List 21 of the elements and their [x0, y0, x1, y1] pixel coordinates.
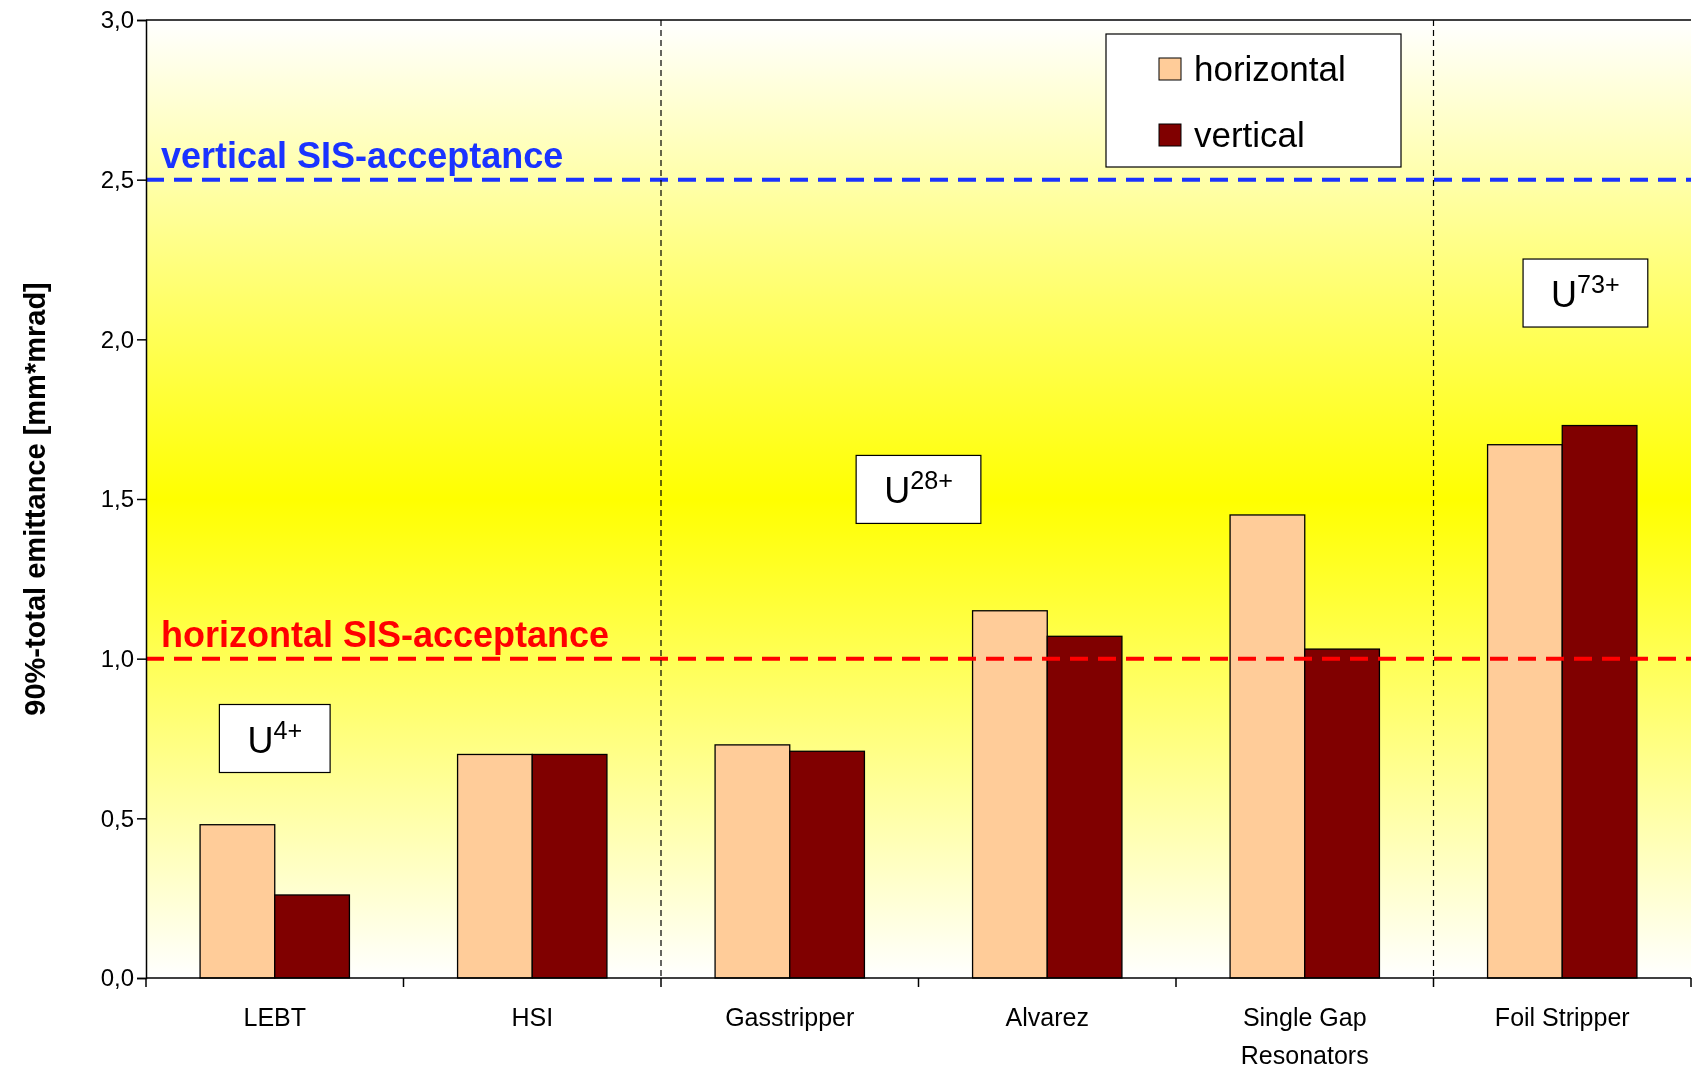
annotation: U$^{73+}$ [1551, 270, 1620, 316]
ref-line-label: horizontal SIS-acceptance [161, 613, 610, 655]
x-tick-label: Alvarez [1005, 1003, 1089, 1031]
x-tick-label: Gasstripper [725, 1003, 855, 1031]
y-tick-label: 2,5 [100, 165, 134, 193]
legend-label: vertical [1194, 115, 1305, 154]
annotation: U$^{4+}$ [247, 715, 303, 761]
y-tick-label: 3,0 [100, 6, 134, 34]
y-tick-label: 0,0 [100, 964, 134, 992]
y-tick-label: 1,0 [100, 644, 134, 672]
y-tick-label: 1,5 [100, 485, 134, 513]
x-tick-label: Single Gap Resonators [1240, 1003, 1369, 1069]
x-tick-label: HSI [511, 1003, 554, 1031]
legend-label: horizontal [1194, 49, 1346, 88]
ref-line-label: vertical SIS-acceptance [161, 134, 564, 176]
y-axis-title: 90%-total emittance [mm*mrad] [19, 282, 51, 716]
x-tick-label: LEBT [243, 1003, 307, 1031]
y-tick-label: 0,5 [100, 804, 134, 832]
x-tick-label: Foil Stripper [1494, 1003, 1630, 1031]
annotation: U$^{28+}$ [884, 466, 953, 512]
y-tick-label: 2,0 [100, 325, 134, 353]
